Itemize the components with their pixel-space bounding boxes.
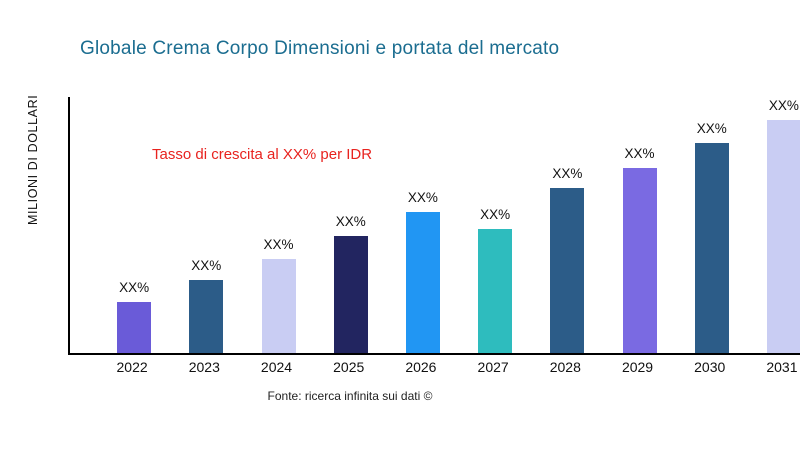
bar-2029 (622, 168, 657, 353)
x-tick-2023: 2023 (188, 359, 220, 375)
bar-group-2027: XX% (459, 207, 531, 353)
source-attribution: Fonte: ricerca infinita sui dati © (267, 389, 433, 403)
x-tick-2022: 2022 (116, 359, 148, 375)
bar-group-2029: XX% (603, 146, 675, 353)
bar-group-2030: XX% (676, 121, 748, 353)
bar-value-label-2025: XX% (335, 214, 366, 229)
bar-value-label-2027: XX% (480, 207, 511, 222)
x-tick-2028: 2028 (549, 359, 581, 375)
bar-group-2022: XX% (98, 280, 170, 353)
bar-2027 (478, 229, 513, 353)
bar-group-2026: XX% (387, 190, 459, 353)
bar-value-label-2026: XX% (407, 190, 438, 205)
bar-2025 (333, 236, 368, 353)
chart-title: Globale Crema Corpo Dimensioni e portata… (80, 38, 560, 59)
bar-2026 (405, 212, 440, 353)
x-tick-2029: 2029 (621, 359, 654, 375)
x-tick-2031: 2031 (766, 359, 798, 375)
bar-value-label-2030: XX% (696, 121, 727, 136)
bar-2031 (766, 120, 800, 353)
plot-area: XX% XX% XX% XX% XX% XX% XX% XX% XX% XX% (68, 97, 800, 355)
bar-group-2031: XX% (748, 98, 800, 353)
growth-rate-annotation: Tasso di crescita al XX% per IDR (152, 146, 373, 163)
bar-group-2025: XX% (315, 214, 387, 353)
x-axis-ticks: 2022 2023 2024 2025 2026 2027 2028 2029 2030 2031 (68, 359, 800, 375)
bar-value-label-2023: XX% (191, 258, 222, 273)
x-tick-2026: 2026 (405, 359, 437, 375)
bar-2024 (261, 259, 296, 353)
bar-group-2023: XX% (170, 258, 242, 353)
bar-2022 (117, 302, 152, 353)
y-axis-label: MILIONI DI DOLLARI (26, 94, 40, 226)
x-tick-2030: 2030 (694, 359, 726, 375)
bar-value-label-2029: XX% (624, 146, 655, 161)
bar-value-label-2031: XX% (768, 98, 799, 113)
bar-group-2028: XX% (531, 166, 603, 353)
x-tick-2025: 2025 (333, 359, 365, 375)
bar-value-label-2028: XX% (552, 166, 583, 181)
x-tick-2027: 2027 (477, 359, 509, 375)
x-tick-2024: 2024 (260, 359, 293, 375)
bar-group-2024: XX% (242, 237, 314, 353)
bar-2028 (550, 188, 585, 353)
bar-2023 (189, 280, 224, 353)
bar-value-label-2024: XX% (263, 237, 294, 252)
bar-2030 (694, 143, 729, 353)
bar-value-label-2022: XX% (119, 280, 150, 295)
